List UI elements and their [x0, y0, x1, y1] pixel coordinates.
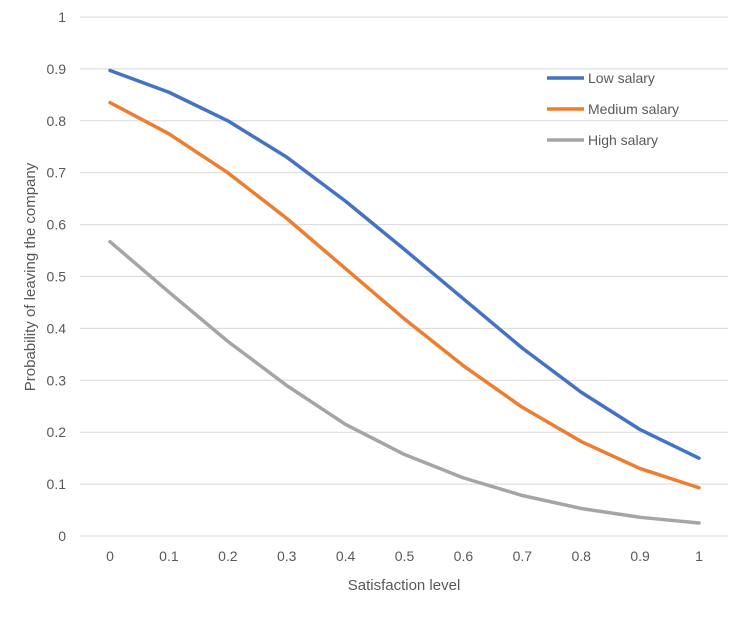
x-tick-label: 0.9	[630, 548, 650, 564]
x-tick-label: 0.8	[571, 548, 591, 564]
y-tick-label: 0.3	[47, 372, 67, 388]
x-tick-label: 1	[695, 548, 703, 564]
y-tick-label: 0.6	[47, 217, 67, 233]
series-line-medium-salary	[108, 100, 701, 490]
y-axis-title: Probability of leaving the company	[22, 162, 39, 391]
legend: Low salary Medium salary High salary	[547, 70, 679, 148]
y-tick-label: 0.7	[47, 165, 67, 181]
series-line-high-salary	[108, 239, 701, 525]
x-axis-title: Satisfaction level	[348, 577, 461, 594]
y-tick-label: 0.4	[47, 320, 67, 336]
x-tick-label: 0	[106, 548, 114, 564]
x-tick-label: 0.7	[513, 548, 533, 564]
gridlines	[80, 16, 728, 537]
y-tick-label: 0.5	[47, 269, 67, 285]
x-tick-label: 0.1	[159, 548, 179, 564]
y-tick-label: 1	[58, 9, 66, 25]
series-line-low-salary	[108, 68, 701, 460]
x-tick-label: 0.5	[395, 548, 415, 564]
x-axis-tick-labels: 0 0.1 0.2 0.3 0.4 0.5 0.6 0.7 0.8 0.9 1	[106, 548, 703, 564]
y-tick-label: 0.1	[47, 476, 67, 492]
y-tick-label: 0.8	[47, 113, 67, 129]
y-tick-label: 0	[58, 528, 66, 544]
y-tick-label: 0.9	[47, 61, 67, 77]
legend-label: Low salary	[588, 70, 655, 86]
y-tick-label: 0.2	[47, 424, 67, 440]
x-tick-label: 0.2	[218, 548, 238, 564]
series-lines	[108, 68, 701, 525]
legend-label: Medium salary	[588, 101, 679, 117]
y-axis-tick-labels: 0 0.1 0.2 0.3 0.4 0.5 0.6 0.7 0.8 0.9 1	[47, 9, 67, 544]
x-tick-label: 0.4	[336, 548, 356, 564]
x-tick-label: 0.3	[277, 548, 297, 564]
legend-label: High salary	[588, 132, 658, 148]
x-tick-label: 0.6	[454, 548, 474, 564]
